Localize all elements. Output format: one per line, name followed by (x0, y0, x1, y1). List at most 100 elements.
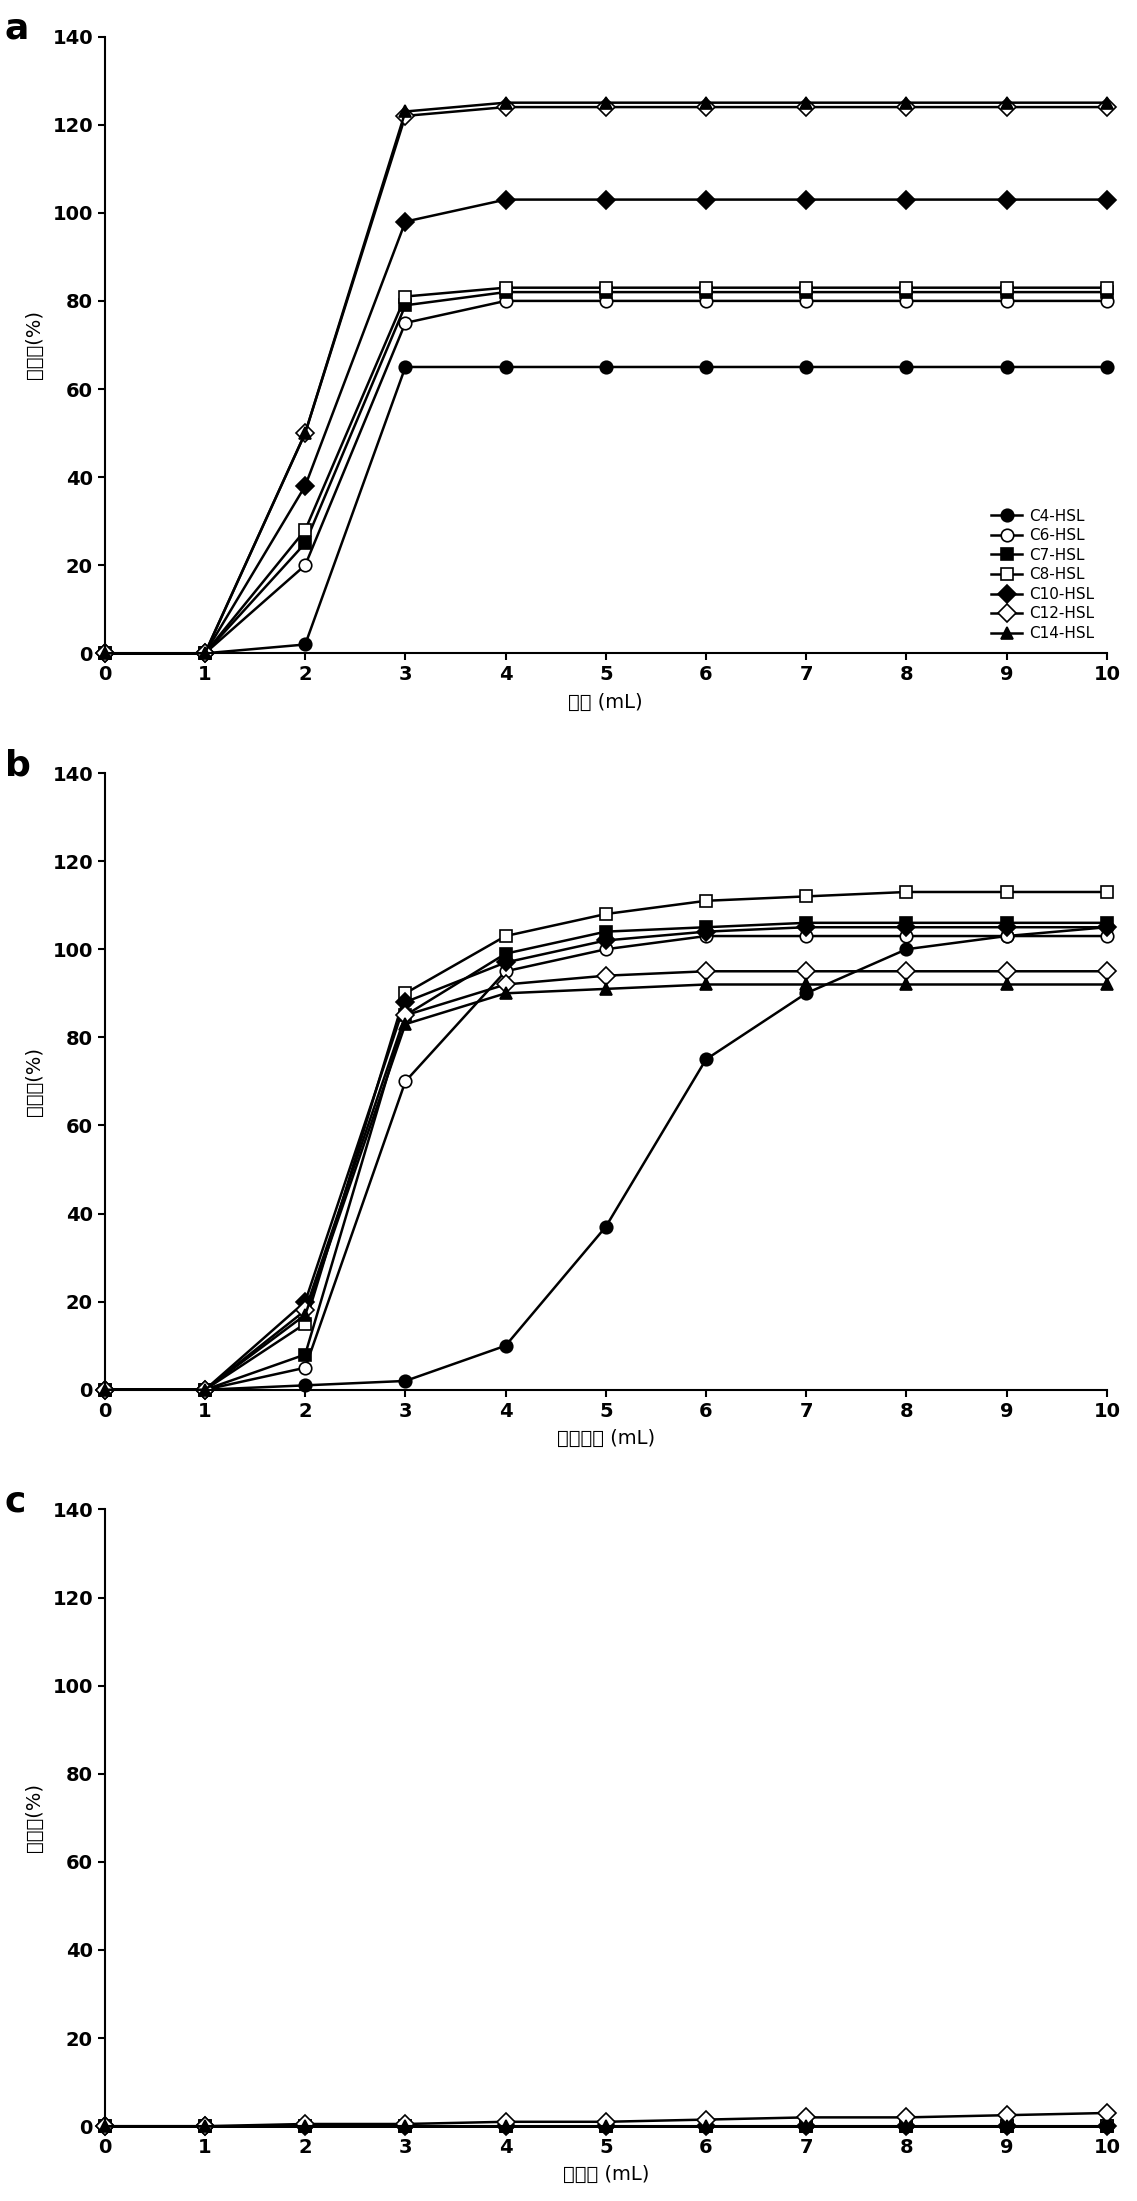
C10-HSL (98, 1376, 111, 1402)
C12-HSL (399, 1001, 413, 1028)
C7-HSL (699, 2113, 713, 2139)
C8-HSL (399, 284, 413, 310)
C8-HSL (599, 900, 613, 927)
C8-HSL (98, 640, 111, 667)
C14-HSL (198, 1376, 211, 1402)
C10-HSL (799, 187, 813, 213)
C10-HSL (198, 2113, 211, 2139)
C4-HSL (1099, 913, 1113, 940)
C14-HSL (799, 971, 813, 997)
C14-HSL (198, 2113, 211, 2139)
Y-axis label: 回收率(%): 回收率(%) (25, 1048, 44, 1116)
C12-HSL (599, 2109, 613, 2135)
C4-HSL (399, 354, 413, 381)
C7-HSL (1099, 909, 1113, 935)
C6-HSL (899, 288, 913, 315)
C7-HSL (499, 280, 513, 306)
C14-HSL (1099, 2113, 1113, 2139)
C10-HSL (899, 2113, 913, 2139)
C7-HSL (599, 2113, 613, 2139)
C4-HSL (298, 632, 312, 658)
C4-HSL (1099, 354, 1113, 381)
C4-HSL (899, 2113, 913, 2139)
C10-HSL (999, 187, 1013, 213)
C4-HSL (499, 1332, 513, 1358)
Line: C10-HSL: C10-HSL (99, 194, 1113, 660)
C12-HSL (399, 2111, 413, 2137)
C6-HSL (1099, 2113, 1113, 2139)
C12-HSL (1099, 95, 1113, 121)
C14-HSL (699, 90, 713, 117)
C8-HSL (599, 2113, 613, 2139)
C10-HSL (399, 988, 413, 1015)
C8-HSL (499, 2113, 513, 2139)
Legend: C4-HSL, C6-HSL, C7-HSL, C8-HSL, C10-HSL, C12-HSL, C14-HSL: C4-HSL, C6-HSL, C7-HSL, C8-HSL, C10-HSL,… (987, 504, 1099, 645)
C14-HSL (298, 420, 312, 447)
C7-HSL (298, 2113, 312, 2139)
C4-HSL (198, 640, 211, 667)
C12-HSL (799, 2104, 813, 2131)
C10-HSL (699, 918, 713, 944)
C8-HSL (1099, 2113, 1113, 2139)
Line: C7-HSL: C7-HSL (99, 286, 1113, 660)
C4-HSL (999, 2113, 1013, 2139)
X-axis label: 乙酸乙酯 (mL): 乙酸乙酯 (mL) (557, 1428, 655, 1448)
C14-HSL (198, 640, 211, 667)
C12-HSL (999, 95, 1013, 121)
C14-HSL (699, 2113, 713, 2139)
C10-HSL (799, 2113, 813, 2139)
C7-HSL (799, 280, 813, 306)
C4-HSL (98, 1376, 111, 1402)
Line: C14-HSL: C14-HSL (99, 2120, 1113, 2133)
C4-HSL (1099, 2113, 1113, 2139)
C7-HSL (599, 280, 613, 306)
C7-HSL (899, 280, 913, 306)
C8-HSL (98, 2113, 111, 2139)
Line: C4-HSL: C4-HSL (99, 361, 1113, 660)
C10-HSL (899, 913, 913, 940)
C10-HSL (399, 2113, 413, 2139)
C8-HSL (399, 979, 413, 1006)
C7-HSL (899, 2113, 913, 2139)
Line: C10-HSL: C10-HSL (99, 920, 1113, 1395)
C10-HSL (999, 913, 1013, 940)
C10-HSL (599, 927, 613, 953)
C6-HSL (999, 288, 1013, 315)
C7-HSL (198, 2113, 211, 2139)
Line: C6-HSL: C6-HSL (99, 295, 1113, 660)
C4-HSL (499, 354, 513, 381)
Line: C7-HSL: C7-HSL (99, 916, 1113, 1395)
C10-HSL (1099, 2113, 1113, 2139)
C10-HSL (98, 2113, 111, 2139)
C14-HSL (1099, 90, 1113, 117)
C8-HSL (298, 2113, 312, 2139)
C6-HSL (1099, 288, 1113, 315)
C7-HSL (98, 2113, 111, 2139)
C7-HSL (699, 913, 713, 940)
C12-HSL (699, 2106, 713, 2133)
Line: C8-HSL: C8-HSL (99, 885, 1113, 1395)
C14-HSL (599, 975, 613, 1001)
C12-HSL (98, 2113, 111, 2139)
C8-HSL (198, 640, 211, 667)
C6-HSL (999, 922, 1013, 949)
C12-HSL (799, 95, 813, 121)
C6-HSL (999, 2113, 1013, 2139)
C12-HSL (198, 2113, 211, 2139)
C14-HSL (298, 1301, 312, 1327)
C12-HSL (499, 2109, 513, 2135)
C10-HSL (399, 209, 413, 236)
C14-HSL (999, 971, 1013, 997)
C4-HSL (899, 935, 913, 962)
C10-HSL (899, 187, 913, 213)
Text: b: b (5, 748, 31, 781)
C10-HSL (599, 187, 613, 213)
C8-HSL (999, 878, 1013, 905)
Y-axis label: 回收率(%): 回收率(%) (25, 310, 44, 379)
Line: C12-HSL: C12-HSL (99, 2106, 1113, 2133)
C4-HSL (699, 354, 713, 381)
C7-HSL (499, 2113, 513, 2139)
C4-HSL (98, 2113, 111, 2139)
C14-HSL (399, 99, 413, 125)
Line: C14-HSL: C14-HSL (99, 977, 1113, 1395)
